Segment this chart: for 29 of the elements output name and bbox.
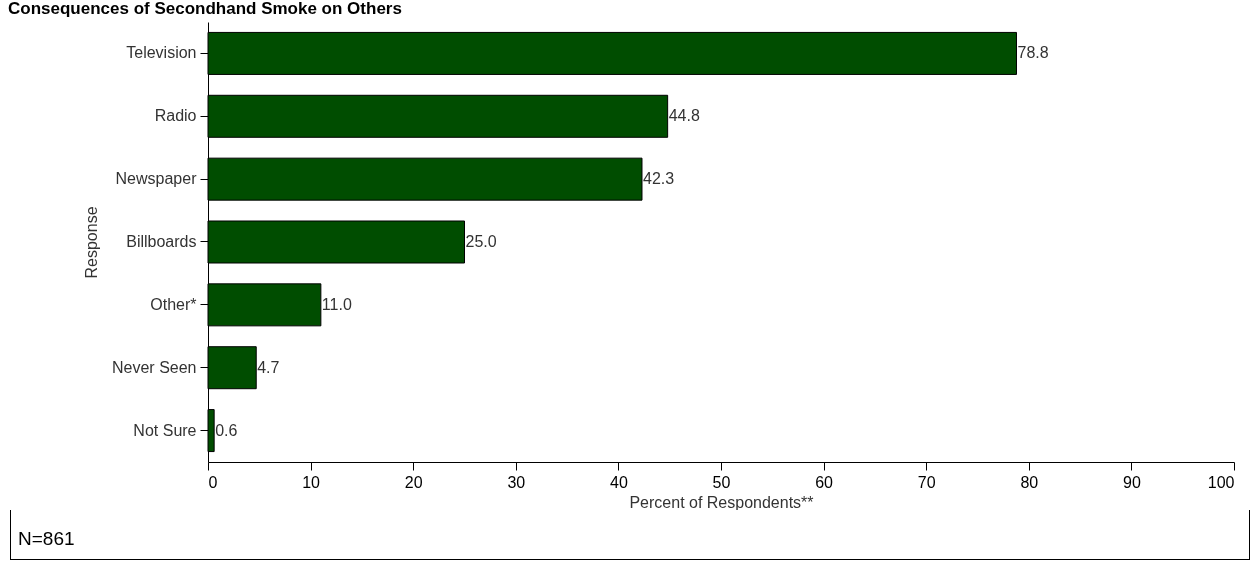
x-tick-label: 90 bbox=[1123, 473, 1141, 491]
data-label: 25.0 bbox=[465, 233, 497, 250]
data-label: 0.6 bbox=[215, 421, 238, 439]
y-tick-label: Billboards bbox=[126, 233, 197, 250]
x-tick-label: 30 bbox=[507, 473, 526, 491]
x-tick-label: 10 bbox=[302, 473, 321, 491]
x-tick-label: 0 bbox=[208, 473, 218, 491]
x-tick-label: 50 bbox=[712, 473, 731, 491]
y-axis-title: Response bbox=[83, 206, 101, 279]
x-tick-label: 80 bbox=[1020, 473, 1039, 491]
x-tick-label: 100 bbox=[1207, 473, 1235, 491]
y-tick-label: Never Seen bbox=[112, 358, 197, 376]
text: N=861 bbox=[18, 528, 75, 550]
x-tick-label: 20 bbox=[404, 473, 423, 491]
data-label: 11.0 bbox=[321, 295, 352, 313]
y-tick-label: Radio bbox=[154, 107, 197, 125]
data-label: 42.3 bbox=[643, 170, 675, 188]
x-tick-label: 60 bbox=[815, 473, 834, 491]
y-tick-label: Not Sure bbox=[133, 421, 197, 439]
data-label: 4.7 bbox=[257, 358, 280, 376]
x-tick-label: 70 bbox=[917, 473, 936, 491]
chart-title: Consequences of Secondhand Smoke on Others bbox=[8, 0, 402, 18]
y-tick-label: Television bbox=[126, 44, 197, 62]
y-tick-label: Other* bbox=[150, 295, 197, 313]
data-label: 78.8 bbox=[1017, 44, 1049, 62]
data-label: 44.8 bbox=[668, 107, 700, 125]
y-tick-label: Newspaper bbox=[115, 170, 198, 188]
x-tick-label: 40 bbox=[610, 473, 628, 491]
x-axis-title: Percent of Respondents** bbox=[629, 493, 814, 511]
